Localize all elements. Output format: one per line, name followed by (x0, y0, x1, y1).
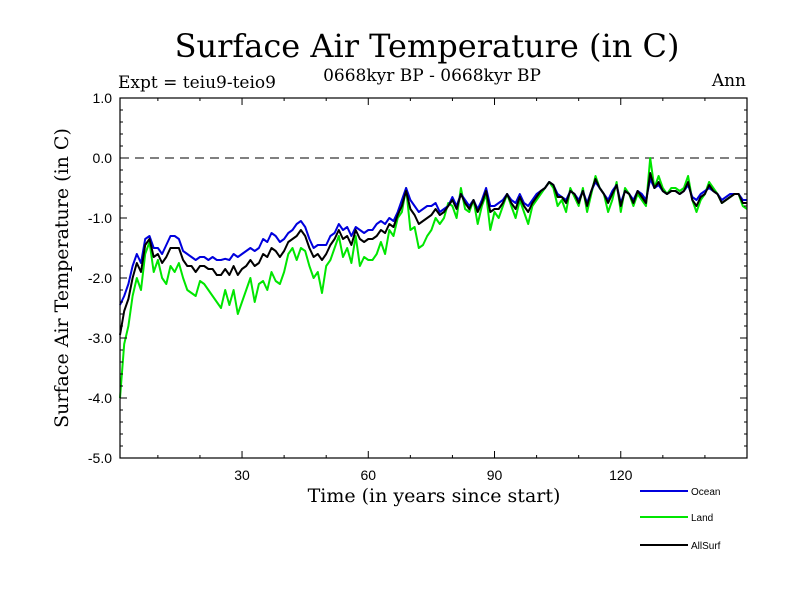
y-tick-label: 1.0 (93, 90, 113, 106)
x-tick-label: 60 (360, 467, 376, 483)
series-line-ocean (119, 178, 747, 306)
y-tick-label: -4.0 (88, 390, 112, 406)
x-tick-label: 120 (609, 467, 633, 483)
y-tick-label: -3.0 (88, 330, 112, 346)
season-label: Ann (711, 71, 746, 91)
experiment-label: Expt = teiu9-teio9 (118, 73, 276, 93)
chart-title: Surface Air Temperature (in C) (175, 27, 680, 65)
legend-label-ocean: Ocean (691, 487, 720, 498)
y-tick-label: 0.0 (93, 150, 113, 166)
y-tick-label: -2.0 (88, 270, 112, 286)
chart-subtitle: 0668kyr BP - 0668kyr BP (323, 66, 541, 86)
y-tick-label: -5.0 (88, 450, 112, 466)
x-tick-label: 30 (234, 467, 250, 483)
plot-frame (119, 97, 748, 459)
series-line-allsurf (119, 172, 747, 336)
series-line-land (119, 157, 748, 399)
y-tick-label: -1.0 (88, 210, 112, 226)
legend-label-land: Land (691, 513, 713, 524)
y-axis-label: Surface Air Temperature (in C) (51, 128, 73, 428)
x-axis-label: Time (in years since start) (308, 485, 561, 507)
legend-label-allsurf: AllSurf (691, 541, 721, 552)
x-tick-label: 90 (487, 467, 503, 483)
